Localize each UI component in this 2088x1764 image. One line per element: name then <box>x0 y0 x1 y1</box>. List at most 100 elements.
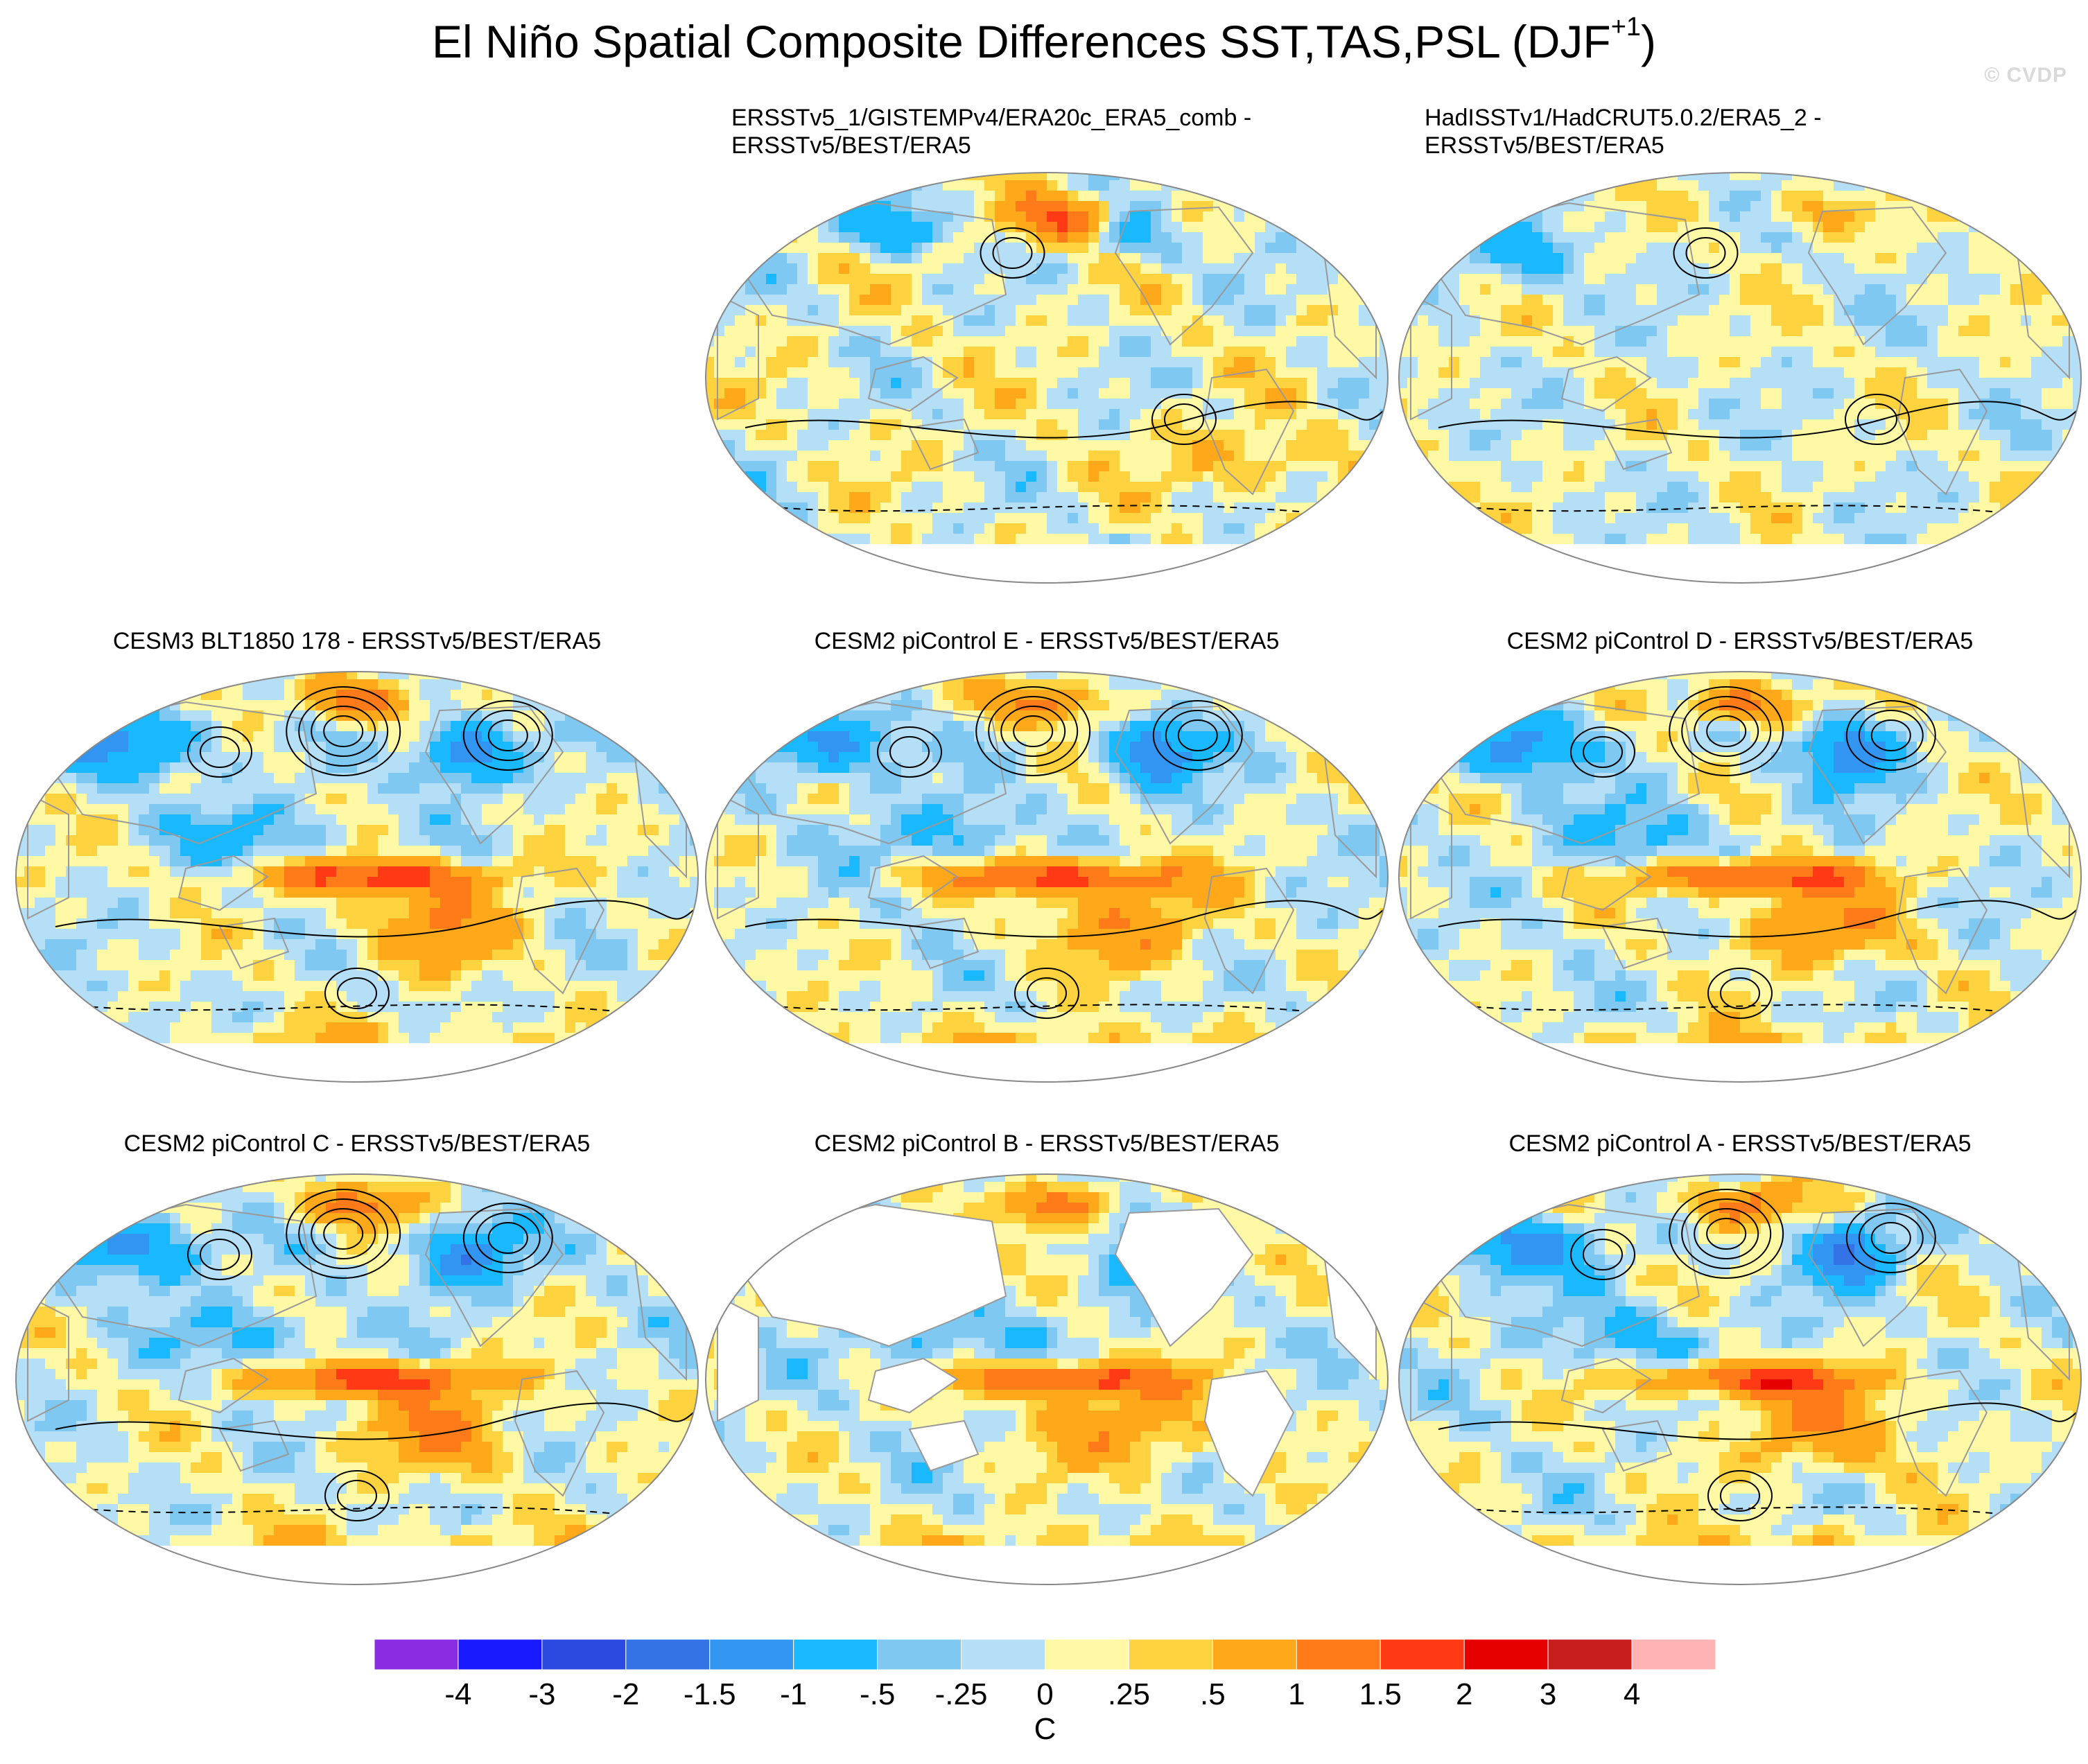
field-cell <box>808 409 819 420</box>
field-cell <box>1823 201 1834 212</box>
field-cell <box>1522 492 1533 503</box>
field-cell <box>1875 347 1886 358</box>
field-cell <box>1120 471 1131 482</box>
field-cell <box>932 336 943 347</box>
field-cell <box>1369 378 1380 389</box>
field-cell <box>912 523 923 534</box>
field-cell <box>1005 482 1016 493</box>
field-cell <box>1730 222 1741 233</box>
field-cell <box>1078 274 1089 285</box>
field-cell <box>1399 232 1408 243</box>
field-cell <box>995 492 1006 503</box>
field-cell <box>2021 347 2032 358</box>
field-cell <box>1730 430 1741 441</box>
field-cell <box>2052 388 2063 399</box>
field-cell <box>1719 284 1730 295</box>
field-cell <box>1522 243 1533 254</box>
field-cell <box>724 243 736 254</box>
field-cell <box>984 315 995 326</box>
field-cell <box>828 492 839 503</box>
field-cell <box>1328 523 1339 534</box>
field-cell <box>1813 503 1824 514</box>
field-cell <box>1005 326 1016 337</box>
field-cell <box>1688 378 1699 389</box>
field-cell <box>1286 378 1297 389</box>
field-cell <box>839 201 850 212</box>
field-cell <box>1328 347 1339 358</box>
field-cell <box>1792 253 1803 264</box>
field-cell <box>1522 451 1533 462</box>
field-cell <box>1896 284 1907 295</box>
field-cell <box>1782 284 1793 295</box>
field-cell <box>1359 305 1370 316</box>
panel-title: HadISSTv1/HadCRUT5.0.2/ERA5_2 - ERSSTv5/B… <box>1397 104 2083 159</box>
field-cell <box>1605 388 1616 399</box>
field-cell <box>1730 399 1741 410</box>
field-cell <box>1016 191 1027 202</box>
field-cell <box>860 399 871 410</box>
field-cell <box>1016 513 1027 524</box>
field-cell <box>1844 399 1855 410</box>
field-cell <box>1213 378 1224 389</box>
field-cell <box>2073 191 2081 202</box>
field-cell <box>891 575 902 583</box>
field-cell <box>1927 357 1938 368</box>
field-cell <box>1224 295 1235 306</box>
field-cell <box>1099 253 1110 264</box>
field-cell <box>1730 378 1741 389</box>
field-cell <box>1584 315 1595 326</box>
field-cell <box>1532 284 1543 295</box>
field-cell <box>2000 367 2011 378</box>
field-cell <box>2031 173 2042 181</box>
field-cell <box>797 336 808 347</box>
field-cell <box>808 388 819 399</box>
field-cell <box>828 336 839 347</box>
field-cell <box>1719 336 1730 347</box>
field-cell <box>1542 347 1554 358</box>
field-cell <box>1120 201 1131 212</box>
field-cell <box>1813 347 1824 358</box>
field-cell <box>860 492 871 503</box>
field-cell <box>1057 534 1068 545</box>
field-cell <box>714 180 725 191</box>
field-cell <box>1459 253 1470 264</box>
field-cell <box>756 284 767 295</box>
field-cell <box>995 503 1006 514</box>
field-cell <box>1348 388 1359 399</box>
field-cell <box>808 211 819 222</box>
field-cell <box>797 534 808 545</box>
field-cell <box>1698 523 1709 534</box>
field-cell <box>1348 180 1359 191</box>
field-cell <box>1470 295 1481 306</box>
field-cell <box>1542 461 1554 472</box>
field-cell <box>1771 409 1782 420</box>
field-cell <box>1605 471 1616 482</box>
field-cell <box>2052 523 2063 534</box>
field-cell <box>1854 513 1865 524</box>
field-cell <box>1172 263 1183 274</box>
field-cell <box>1761 399 1772 410</box>
field-cell <box>756 180 767 191</box>
field-cell <box>953 399 964 410</box>
field-cell <box>1068 336 1079 347</box>
field-cell <box>1470 388 1481 399</box>
field-cell <box>1917 173 1928 181</box>
field-cell <box>1438 451 1450 462</box>
field-cell <box>1234 430 1245 441</box>
field-cell <box>1958 253 1969 264</box>
field-cell <box>1317 575 1328 583</box>
field-cell <box>818 482 829 493</box>
field-cell <box>714 274 725 285</box>
field-cell <box>922 471 933 482</box>
field-cell <box>735 211 746 222</box>
field-cell <box>1626 326 1637 337</box>
field-cell <box>1865 451 1876 462</box>
field-cell <box>1255 461 1266 472</box>
field-cell <box>828 274 839 285</box>
field-cell <box>1834 201 1845 212</box>
field-cell <box>1296 253 1307 264</box>
field-cell <box>1792 232 1803 243</box>
field-cell <box>1449 534 1460 545</box>
field-cell <box>1172 173 1183 181</box>
field-cell <box>1511 471 1522 482</box>
